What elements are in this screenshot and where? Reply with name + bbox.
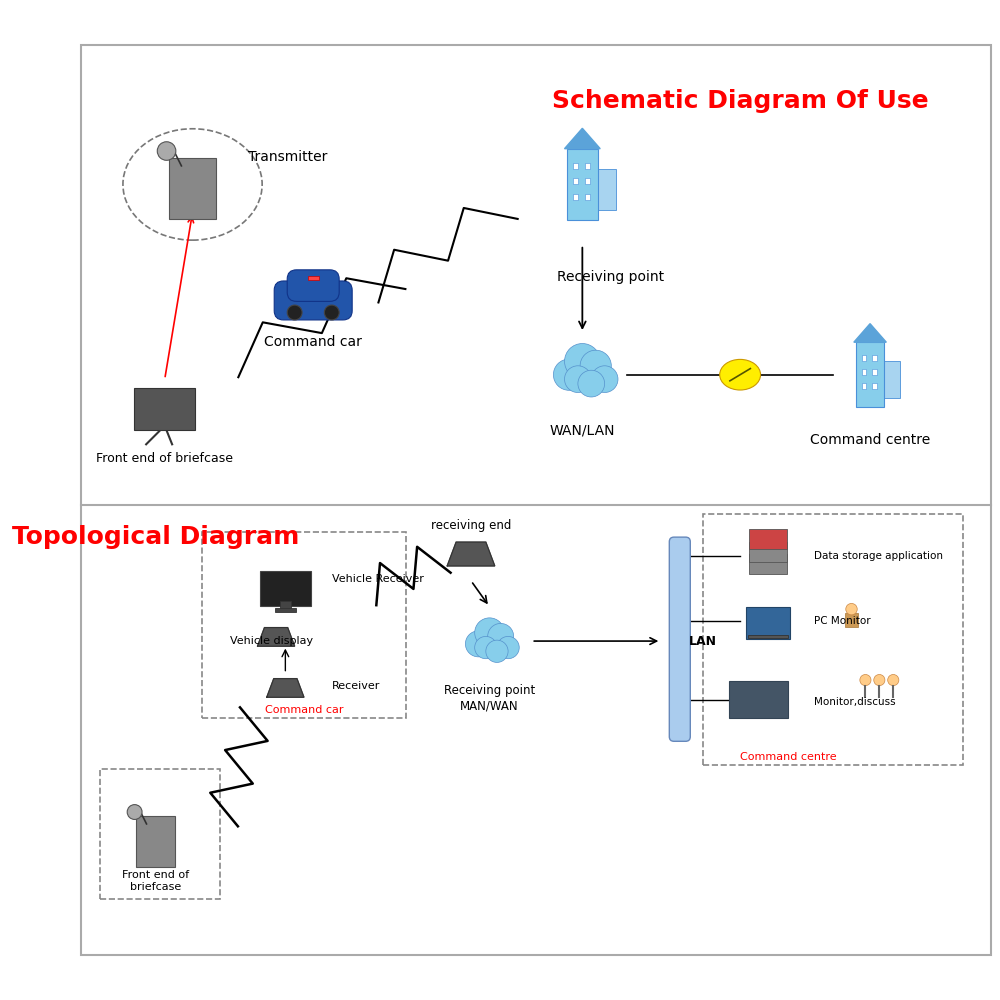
Text: Receiving point: Receiving point xyxy=(557,270,664,284)
FancyBboxPatch shape xyxy=(746,607,790,639)
Circle shape xyxy=(497,636,519,659)
Text: Command car: Command car xyxy=(265,705,343,715)
FancyBboxPatch shape xyxy=(585,178,590,184)
Circle shape xyxy=(465,631,491,657)
FancyBboxPatch shape xyxy=(573,178,578,184)
Polygon shape xyxy=(854,324,886,342)
FancyBboxPatch shape xyxy=(862,355,866,361)
Text: MAN/WAN: MAN/WAN xyxy=(460,700,519,713)
Polygon shape xyxy=(447,542,495,566)
Text: Receiving point: Receiving point xyxy=(444,684,535,697)
FancyBboxPatch shape xyxy=(872,355,877,361)
Text: Front end of
briefcase: Front end of briefcase xyxy=(122,870,189,892)
FancyBboxPatch shape xyxy=(169,158,216,219)
FancyBboxPatch shape xyxy=(275,608,296,612)
FancyBboxPatch shape xyxy=(748,635,788,638)
FancyBboxPatch shape xyxy=(872,383,877,389)
Circle shape xyxy=(578,370,605,397)
FancyBboxPatch shape xyxy=(845,613,858,627)
FancyBboxPatch shape xyxy=(287,270,339,301)
Text: LAN: LAN xyxy=(689,635,717,648)
Circle shape xyxy=(580,350,611,381)
FancyBboxPatch shape xyxy=(81,45,991,955)
Circle shape xyxy=(874,674,885,686)
FancyBboxPatch shape xyxy=(90,509,981,945)
FancyBboxPatch shape xyxy=(749,554,787,574)
FancyBboxPatch shape xyxy=(274,281,352,320)
FancyBboxPatch shape xyxy=(260,571,311,606)
FancyBboxPatch shape xyxy=(573,163,578,169)
Text: Topological Diagram: Topological Diagram xyxy=(12,525,299,549)
FancyBboxPatch shape xyxy=(598,169,616,210)
Circle shape xyxy=(888,674,899,686)
FancyBboxPatch shape xyxy=(729,681,788,718)
Circle shape xyxy=(475,636,497,659)
Polygon shape xyxy=(258,628,295,646)
Circle shape xyxy=(846,603,857,615)
Circle shape xyxy=(553,359,585,390)
FancyBboxPatch shape xyxy=(862,383,866,389)
Circle shape xyxy=(565,366,591,393)
Circle shape xyxy=(860,674,871,686)
Text: Receiver: Receiver xyxy=(332,681,380,691)
Polygon shape xyxy=(564,128,600,149)
Circle shape xyxy=(486,640,508,662)
FancyBboxPatch shape xyxy=(872,369,877,375)
Text: Command centre: Command centre xyxy=(810,433,930,447)
Text: Command car: Command car xyxy=(264,335,362,349)
Ellipse shape xyxy=(720,359,761,390)
FancyBboxPatch shape xyxy=(585,163,590,169)
Text: WAN/LAN: WAN/LAN xyxy=(550,423,615,437)
Text: Command centre: Command centre xyxy=(740,752,837,762)
FancyBboxPatch shape xyxy=(669,537,690,741)
FancyBboxPatch shape xyxy=(884,361,900,398)
Polygon shape xyxy=(267,679,304,697)
FancyBboxPatch shape xyxy=(749,529,787,549)
FancyBboxPatch shape xyxy=(862,369,866,375)
FancyBboxPatch shape xyxy=(308,276,319,280)
Circle shape xyxy=(127,805,142,819)
FancyBboxPatch shape xyxy=(749,542,787,562)
FancyBboxPatch shape xyxy=(573,194,578,200)
Text: Monitor,discuss: Monitor,discuss xyxy=(814,697,896,707)
Text: Vehicle Receiver: Vehicle Receiver xyxy=(332,574,424,584)
Text: Data storage application: Data storage application xyxy=(814,551,943,561)
Circle shape xyxy=(591,366,618,393)
FancyBboxPatch shape xyxy=(90,50,981,495)
Circle shape xyxy=(565,344,600,379)
Circle shape xyxy=(287,305,302,320)
FancyBboxPatch shape xyxy=(856,342,884,407)
Circle shape xyxy=(488,623,514,649)
Circle shape xyxy=(475,618,504,648)
FancyBboxPatch shape xyxy=(567,149,598,220)
Circle shape xyxy=(324,305,339,320)
Circle shape xyxy=(157,142,176,160)
Text: Transmitter: Transmitter xyxy=(248,150,328,164)
FancyBboxPatch shape xyxy=(585,194,590,200)
Text: Front end of briefcase: Front end of briefcase xyxy=(96,452,233,465)
Text: receiving end: receiving end xyxy=(431,519,511,532)
Text: PC Monitor: PC Monitor xyxy=(814,616,871,626)
FancyBboxPatch shape xyxy=(134,388,195,430)
FancyBboxPatch shape xyxy=(136,816,175,867)
Text: Schematic Diagram Of Use: Schematic Diagram Of Use xyxy=(552,89,928,113)
Text: Vehicle display: Vehicle display xyxy=(230,636,313,646)
FancyBboxPatch shape xyxy=(280,601,291,609)
